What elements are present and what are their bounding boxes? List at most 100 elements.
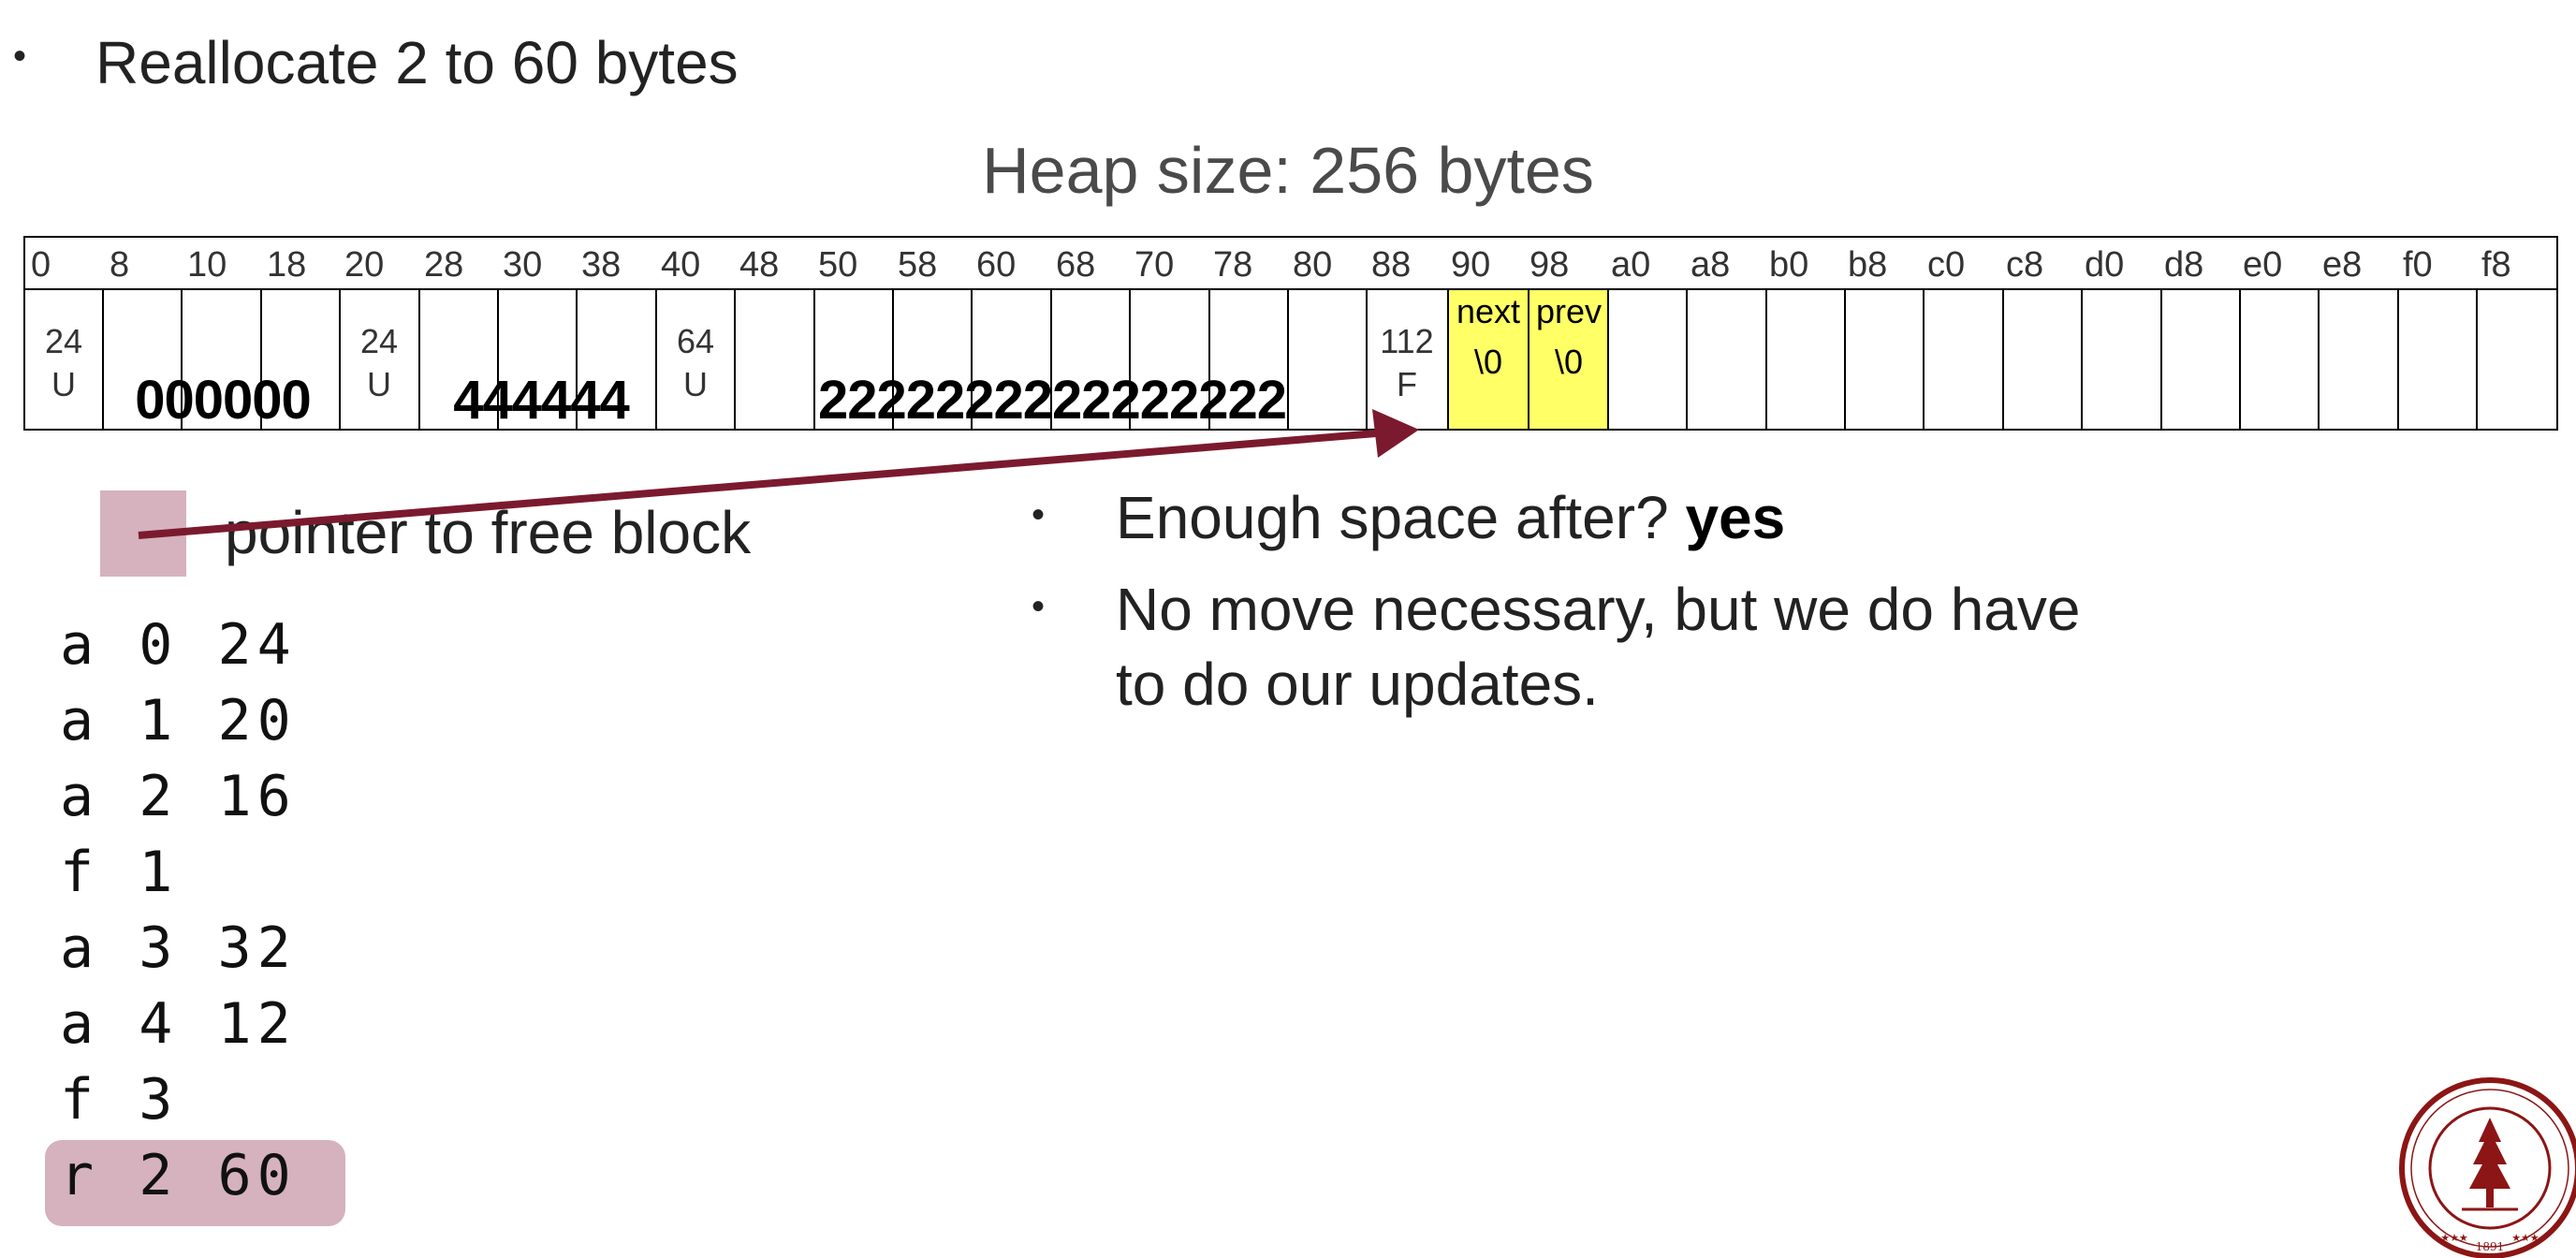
cell-divider [497,288,499,431]
address-label: 78 [1213,245,1253,285]
cell-divider [1129,288,1131,431]
heap-address-divider [23,288,2558,290]
address-label: 60 [976,245,1017,285]
address-label: b8 [1848,245,1888,285]
pointer-arrow-icon [138,409,1419,539]
free-block-flag: F [1397,365,1417,403]
cell-divider [1050,288,1052,431]
block-payload: 444444 [453,370,630,431]
next-label: next [1456,292,1521,330]
cell-divider [1923,288,1925,431]
move-note-line1: No move necessary, but we do have [1116,576,2081,643]
cell-divider [2476,288,2478,431]
cell-divider [2160,288,2162,431]
space-question: Enough space after? yes [1116,483,1785,552]
command-line: a 0 24 [60,612,297,678]
prev-label: prev [1535,292,1603,330]
cell-divider [1686,288,1688,431]
svg-text:★★★: ★★★ [2511,1232,2539,1244]
next-value: \0 [1473,343,1503,381]
address-label: 0 [31,245,51,285]
address-label: c8 [2006,245,2044,285]
block-header-flag: U [51,365,76,403]
address-label: 90 [1451,245,1491,285]
current-command: r 2 60 [60,1143,297,1208]
command-line: f 1 [60,840,179,905]
address-label: f8 [2481,245,2511,285]
svg-text:1891: 1891 [2476,1240,2505,1253]
address-label: c0 [1927,245,1966,285]
cell-divider [2239,288,2241,431]
block-payload: 2222222222222222 [817,370,1287,431]
cell-divider [576,288,578,431]
cell-divider [1287,288,1289,431]
address-label: 68 [1056,245,1096,285]
cell-divider [1844,288,1846,431]
free-next-cell [1449,290,1528,429]
address-label: 70 [1134,245,1175,285]
prev-value: \0 [1554,343,1584,381]
cell-divider [971,288,973,431]
address-label: a0 [1611,245,1651,285]
stanford-seal-icon: 1891 ★★★ ★★★ [2399,1077,2576,1258]
cell-divider [655,288,657,431]
current-command-highlight [45,1140,345,1226]
space-question-answer: yes [1685,484,1786,551]
address-label: 10 [187,245,227,285]
address-label: 28 [424,245,464,285]
cell-divider [1528,288,1530,431]
address-label: 80 [1293,245,1333,285]
block-header-size: 24 [359,322,399,360]
cell-divider [418,288,420,431]
address-label: 40 [661,245,701,285]
block-header-flag: U [367,365,391,403]
free-prev-cell [1530,290,1608,429]
address-label: 50 [818,245,858,285]
heap-frame [23,236,2558,431]
cell-divider [2002,288,2004,431]
heap-title: Heap size: 256 bytes [982,134,1594,207]
cell-divider [892,288,894,431]
address-label: e0 [2243,245,2283,285]
cell-divider [813,288,815,431]
command-line: a 4 12 [60,991,297,1057]
bullet-dot-icon: • [1032,586,1046,627]
address-label: 98 [1530,245,1570,285]
move-note-line2: to do our updates. [1116,651,1599,718]
block-header-flag: U [683,365,708,403]
cell-divider [1607,288,1609,431]
address-label: 58 [898,245,938,285]
address-label: 30 [503,245,543,285]
cell-divider [260,288,262,431]
block-header-size: 64 [676,322,715,360]
cell-divider [1208,288,1210,431]
bullet-dot-icon: • [1032,494,1046,535]
address-label: 88 [1371,245,1412,285]
address-label: a8 [1690,245,1731,285]
bullet-dot-icon: • [13,36,27,77]
space-question-text: Enough space after? [1116,484,1669,551]
top-bullet-text: Reallocate 2 to 60 bytes [95,29,739,96]
cell-divider [2318,288,2320,431]
heap-diagram: 0 8 10 18 20 28 30 38 40 48 50 58 60 68 … [23,236,2558,432]
address-label: 20 [344,245,385,285]
address-label: d0 [2085,245,2125,285]
block-payload: 000000 [135,370,312,431]
address-label: b0 [1769,245,1809,285]
address-label: f0 [2403,245,2433,285]
command-line: a 2 16 [60,764,297,829]
address-label: d8 [2164,245,2204,285]
cell-divider [181,288,183,431]
address-label: 38 [581,245,622,285]
cell-divider [1447,288,1449,431]
cell-divider [1366,288,1368,431]
free-block-size: 112 [1380,322,1434,360]
command-line: f 3 [60,1067,179,1133]
svg-text:★★★: ★★★ [2440,1232,2468,1244]
command-line: a 1 20 [60,688,297,753]
address-label: 18 [267,245,307,285]
block-header-size: 24 [44,322,83,360]
command-line: a 3 32 [60,915,297,981]
cell-divider [102,288,104,431]
cell-divider [2081,288,2083,431]
